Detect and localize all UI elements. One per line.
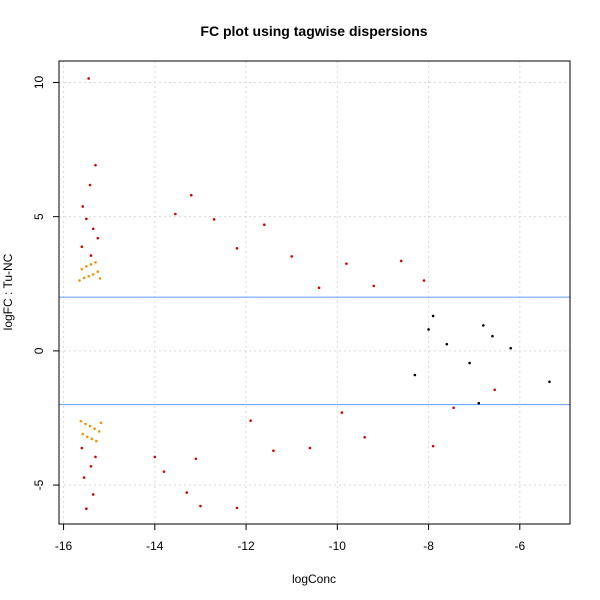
data-point-de [89, 254, 93, 257]
data-point-de [317, 286, 321, 290]
data-point-de [85, 507, 88, 511]
data-point-de [82, 476, 86, 479]
data-point-low-count [95, 439, 98, 443]
data-point-de [87, 77, 90, 80]
data-points [78, 77, 551, 511]
data-point-de [85, 217, 88, 221]
data-point-de [80, 446, 84, 450]
data-point-not-de [548, 380, 551, 384]
y-tick-label: 0 [32, 347, 46, 354]
data-point-low-count [81, 432, 85, 436]
y-axis-label: logFC : Tu-NC [1, 253, 15, 330]
data-point-de [174, 212, 177, 216]
data-point-de [340, 411, 344, 414]
y-axis-ticks: -5 0 5 10 [32, 75, 60, 490]
data-point-low-count [82, 276, 86, 280]
data-point-de [96, 236, 100, 240]
data-point-de [493, 388, 497, 392]
data-point-de [249, 419, 252, 422]
data-point-not-de [427, 328, 430, 331]
data-point-not-de [482, 324, 485, 327]
data-point-not-de [509, 346, 512, 350]
x-tick-label: -12 [237, 539, 255, 553]
data-point-de [345, 262, 348, 265]
data-point-de [185, 491, 189, 494]
chart-title: FC plot using tagwise dispersions [200, 23, 427, 39]
data-point-de [452, 406, 455, 410]
data-point-de [431, 444, 435, 448]
data-point-low-count [85, 265, 88, 268]
data-point-de [88, 183, 92, 187]
data-point-de [212, 218, 216, 221]
data-point-de [194, 457, 198, 461]
x-axis-ticks: -16 -14 -12 -10 -8 -6 [55, 523, 525, 553]
data-point-de [263, 223, 266, 227]
data-point-de [89, 464, 93, 468]
data-point-low-count [96, 270, 100, 273]
data-point-de [372, 284, 376, 288]
data-point-low-count [98, 277, 102, 280]
data-point-de [81, 205, 85, 208]
data-point-not-de [445, 342, 449, 346]
data-point-low-count [88, 424, 92, 428]
data-point-low-count [87, 274, 90, 278]
data-point-de [91, 493, 95, 496]
data-point-de [94, 163, 97, 167]
y-tick-label: 5 [32, 213, 46, 220]
x-tick-label: -6 [514, 539, 525, 553]
data-point-de [272, 449, 275, 453]
data-point-low-count [80, 267, 84, 271]
data-point-de [80, 245, 84, 249]
data-point-de [94, 455, 97, 459]
data-point-de [162, 470, 166, 473]
x-axis-label: logConc [292, 572, 336, 586]
y-tick-label: 10 [32, 75, 46, 89]
y-tick-label: -5 [32, 479, 46, 490]
data-point-not-de [468, 361, 471, 365]
data-point-low-count [94, 261, 97, 264]
data-point-low-count [79, 419, 83, 423]
data-point-de [235, 247, 239, 250]
x-tick-label: -14 [146, 539, 164, 553]
data-point-de [290, 255, 293, 258]
data-point-low-count [89, 263, 93, 266]
data-point-low-count [97, 430, 101, 433]
x-tick-label: -10 [329, 539, 347, 553]
data-point-de [190, 193, 193, 197]
data-point-not-de [431, 314, 435, 318]
data-point-low-count [85, 435, 89, 439]
data-point-low-count [84, 422, 87, 426]
data-point-de [308, 446, 312, 450]
data-point-low-count [78, 279, 81, 282]
data-point-low-count [99, 421, 103, 425]
data-point-de [91, 227, 95, 231]
data-point-not-de [491, 334, 494, 338]
x-tick-label: -16 [55, 539, 73, 553]
data-point-de [399, 259, 403, 263]
data-point-de [235, 506, 239, 510]
data-point-de [199, 504, 202, 508]
data-point-de [153, 455, 157, 459]
data-point-low-count [91, 273, 95, 276]
grid-lines [59, 61, 570, 524]
data-point-de [422, 279, 426, 282]
data-point-low-count [93, 427, 96, 431]
threshold-lines [59, 296, 570, 406]
data-point-low-count [90, 437, 94, 441]
x-tick-label: -8 [423, 539, 434, 553]
data-point-not-de [477, 401, 481, 405]
data-point-de [363, 436, 366, 439]
data-point-not-de [413, 373, 417, 377]
